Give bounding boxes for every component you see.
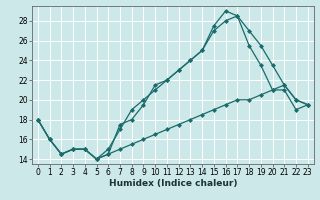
X-axis label: Humidex (Indice chaleur): Humidex (Indice chaleur) [108,179,237,188]
